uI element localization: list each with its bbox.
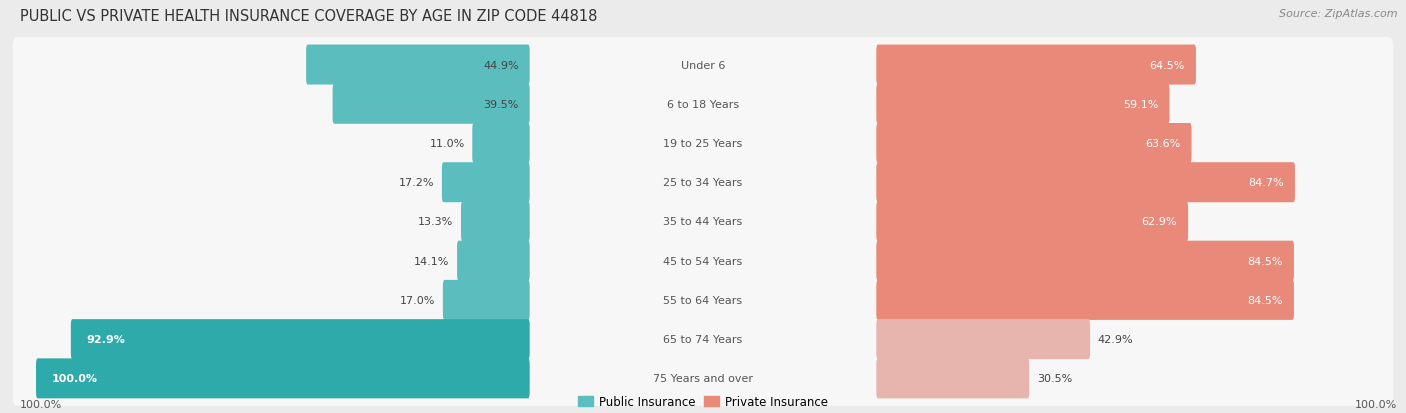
- Text: 100.0%: 100.0%: [20, 399, 62, 409]
- FancyBboxPatch shape: [70, 319, 530, 359]
- Text: 92.9%: 92.9%: [87, 335, 125, 344]
- FancyBboxPatch shape: [472, 123, 530, 164]
- Text: 17.0%: 17.0%: [399, 295, 436, 305]
- Text: 64.5%: 64.5%: [1150, 60, 1185, 70]
- FancyBboxPatch shape: [307, 45, 530, 85]
- FancyBboxPatch shape: [13, 155, 1393, 210]
- FancyBboxPatch shape: [876, 123, 1191, 164]
- Text: 30.5%: 30.5%: [1036, 373, 1073, 383]
- Text: 6 to 18 Years: 6 to 18 Years: [666, 100, 740, 109]
- FancyBboxPatch shape: [876, 241, 1294, 281]
- FancyBboxPatch shape: [13, 312, 1393, 367]
- Text: 45 to 54 Years: 45 to 54 Years: [664, 256, 742, 266]
- Text: 59.1%: 59.1%: [1123, 100, 1159, 109]
- Text: 84.7%: 84.7%: [1249, 178, 1284, 188]
- Text: 11.0%: 11.0%: [429, 139, 465, 149]
- Text: 17.2%: 17.2%: [399, 178, 434, 188]
- FancyBboxPatch shape: [13, 234, 1393, 288]
- Text: 75 Years and over: 75 Years and over: [652, 373, 754, 383]
- Text: PUBLIC VS PRIVATE HEALTH INSURANCE COVERAGE BY AGE IN ZIP CODE 44818: PUBLIC VS PRIVATE HEALTH INSURANCE COVER…: [20, 9, 598, 24]
- Text: 19 to 25 Years: 19 to 25 Years: [664, 139, 742, 149]
- FancyBboxPatch shape: [876, 85, 1170, 124]
- Text: 100.0%: 100.0%: [1355, 399, 1398, 409]
- FancyBboxPatch shape: [876, 358, 1029, 399]
- Text: Under 6: Under 6: [681, 60, 725, 70]
- FancyBboxPatch shape: [876, 45, 1197, 85]
- FancyBboxPatch shape: [457, 241, 530, 281]
- Legend: Public Insurance, Private Insurance: Public Insurance, Private Insurance: [575, 392, 831, 412]
- Text: 14.1%: 14.1%: [415, 256, 450, 266]
- FancyBboxPatch shape: [333, 85, 530, 124]
- FancyBboxPatch shape: [13, 77, 1393, 132]
- FancyBboxPatch shape: [37, 358, 530, 399]
- Text: 13.3%: 13.3%: [418, 217, 453, 227]
- FancyBboxPatch shape: [13, 38, 1393, 93]
- FancyBboxPatch shape: [443, 280, 530, 320]
- FancyBboxPatch shape: [461, 202, 530, 242]
- Text: 44.9%: 44.9%: [484, 60, 519, 70]
- FancyBboxPatch shape: [876, 163, 1295, 203]
- Text: 42.9%: 42.9%: [1098, 335, 1133, 344]
- Text: 100.0%: 100.0%: [52, 373, 98, 383]
- Text: 84.5%: 84.5%: [1247, 256, 1282, 266]
- Text: 39.5%: 39.5%: [484, 100, 519, 109]
- Text: 25 to 34 Years: 25 to 34 Years: [664, 178, 742, 188]
- FancyBboxPatch shape: [13, 116, 1393, 171]
- Text: 55 to 64 Years: 55 to 64 Years: [664, 295, 742, 305]
- FancyBboxPatch shape: [876, 319, 1090, 359]
- FancyBboxPatch shape: [13, 351, 1393, 406]
- FancyBboxPatch shape: [876, 280, 1294, 320]
- FancyBboxPatch shape: [876, 202, 1188, 242]
- Text: 84.5%: 84.5%: [1247, 295, 1282, 305]
- Text: Source: ZipAtlas.com: Source: ZipAtlas.com: [1279, 9, 1398, 19]
- FancyBboxPatch shape: [13, 195, 1393, 249]
- Text: 65 to 74 Years: 65 to 74 Years: [664, 335, 742, 344]
- FancyBboxPatch shape: [441, 163, 530, 203]
- Text: 63.6%: 63.6%: [1146, 139, 1181, 149]
- FancyBboxPatch shape: [13, 273, 1393, 328]
- Text: 62.9%: 62.9%: [1142, 217, 1177, 227]
- Text: 35 to 44 Years: 35 to 44 Years: [664, 217, 742, 227]
